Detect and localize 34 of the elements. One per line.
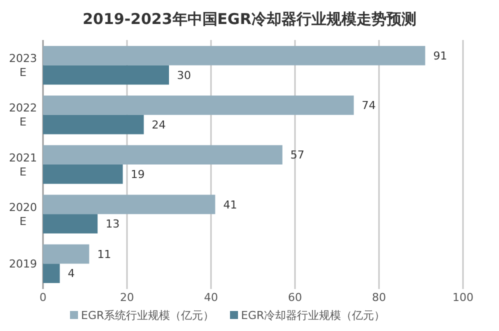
x-tick-label: 40 — [204, 291, 218, 304]
legend-label: EGR系统行业规模（亿元） — [81, 308, 214, 322]
bar — [43, 244, 90, 264]
y-tick-label: 2019 — [9, 258, 37, 271]
bar — [43, 46, 426, 66]
data-label: 91 — [433, 49, 448, 62]
bar — [43, 65, 169, 85]
bar — [43, 264, 60, 284]
data-label: 30 — [177, 68, 191, 82]
bar — [43, 96, 354, 115]
x-tick-label: 0 — [40, 291, 46, 304]
x-tick-label: 20 — [120, 291, 134, 304]
x-tick-label: 60 — [288, 291, 302, 304]
bar — [43, 194, 216, 214]
legend-label: EGR冷却器行业规模（亿元） — [241, 308, 386, 322]
x-tick-label: 80 — [372, 291, 386, 304]
data-label: 11 — [97, 248, 112, 261]
bar — [43, 114, 144, 134]
y-tick-label: 2022 E — [9, 102, 37, 129]
data-label: 4 — [68, 267, 75, 280]
x-tick-label: 100 — [452, 291, 474, 304]
data-label: 13 — [106, 218, 120, 231]
y-tick-label: 2021 E — [9, 151, 37, 178]
y-tick-label: 2023 E — [9, 52, 37, 80]
data-label: 74 — [362, 99, 376, 112]
y-tick-label: 2020 E — [9, 200, 37, 228]
data-label: 24 — [152, 118, 166, 132]
bar — [43, 145, 282, 164]
chart-title: 2019-2023年中国EGR冷却器行业规模走势预测 — [82, 10, 416, 28]
bar — [43, 214, 98, 234]
data-label: 41 — [223, 198, 238, 212]
data-label: 57 — [290, 148, 304, 162]
bar — [43, 164, 123, 184]
data-label: 19 — [130, 168, 145, 182]
